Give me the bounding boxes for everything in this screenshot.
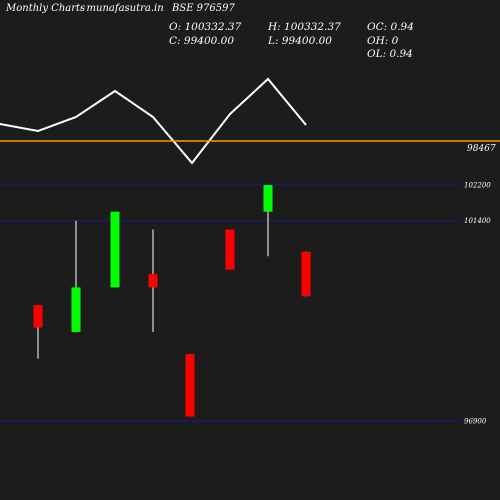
candle-body <box>263 185 273 212</box>
close-value: C: 99400.00 <box>169 35 234 47</box>
candles <box>33 185 311 417</box>
symbol-label: BSE 976597 <box>171 3 235 14</box>
candle-body <box>185 354 195 417</box>
y-tick-label: 101400 <box>464 217 491 225</box>
candle-body <box>225 229 235 270</box>
y-tick-label: 96900 <box>464 418 487 426</box>
open-value: O: 100332.37 <box>169 21 242 33</box>
reference-label: 98467 <box>467 144 496 154</box>
candle-body <box>71 287 81 332</box>
ol-value: OL: 0.94 <box>367 48 413 60</box>
candle-body <box>33 305 43 328</box>
line-series <box>0 77 307 165</box>
site-label: - munafasutra.in <box>80 3 164 14</box>
gridlines: 102200 101400 96900 <box>0 182 491 426</box>
candle-body <box>110 211 120 288</box>
chart-label: Monthly Charts <box>5 3 85 14</box>
high-value: H: 100332.37 <box>267 21 341 33</box>
oc-value: OC: 0.94 <box>367 21 414 33</box>
oh-value: OH: 0 <box>367 35 399 47</box>
candle-body <box>301 251 311 297</box>
low-value: L: 99400.00 <box>267 35 332 47</box>
candle-body <box>148 274 158 288</box>
y-tick-label: 102200 <box>464 182 491 190</box>
